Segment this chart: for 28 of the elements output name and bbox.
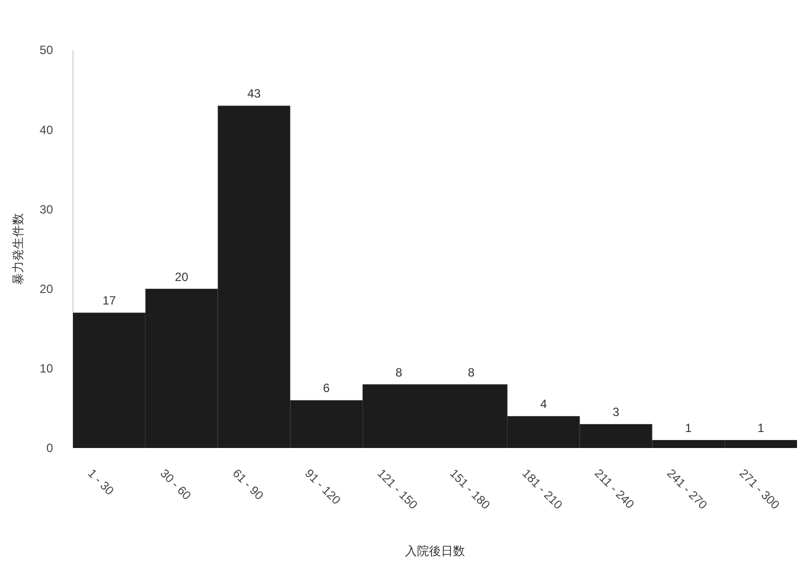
y-tick-label: 30 — [40, 202, 54, 216]
data-label: 20 — [174, 270, 189, 284]
y-tick-label: 0 — [46, 441, 54, 456]
data-label: 43 — [247, 86, 261, 101]
x-tick-label: 271 - 300 — [736, 466, 783, 512]
data-label: 1 — [685, 421, 692, 436]
x-axis-title: 入院後日数 — [405, 544, 465, 558]
x-tick-label: 181 - 210 — [519, 466, 566, 512]
data-label: 6 — [323, 381, 330, 396]
x-tick-label: 91 - 120 — [302, 466, 344, 508]
x-tick-label: 1 - 30 — [85, 466, 117, 498]
y-axis-title: 暴力発生件数 — [11, 213, 25, 285]
y-tick-label: 20 — [40, 282, 54, 296]
x-tick-label: 211 - 240 — [592, 466, 638, 512]
y-tick-label: 40 — [40, 122, 54, 137]
x-tick-label: 61 - 90 — [230, 466, 266, 503]
data-label: 1 — [757, 421, 764, 436]
data-label: 8 — [395, 365, 402, 380]
x-tick-label: 30 - 60 — [157, 466, 194, 503]
x-tick-label: 121 - 150 — [374, 466, 421, 512]
x-tick-label: 151 - 180 — [447, 466, 494, 512]
y-tick-label: 10 — [40, 362, 54, 376]
y-tick-label: 50 — [40, 43, 54, 58]
x-tick-label: 241 - 270 — [664, 466, 710, 512]
data-label: 4 — [540, 397, 548, 412]
data-label: 3 — [612, 405, 620, 420]
data-label: 8 — [468, 365, 475, 380]
data-label: 17 — [102, 294, 116, 308]
